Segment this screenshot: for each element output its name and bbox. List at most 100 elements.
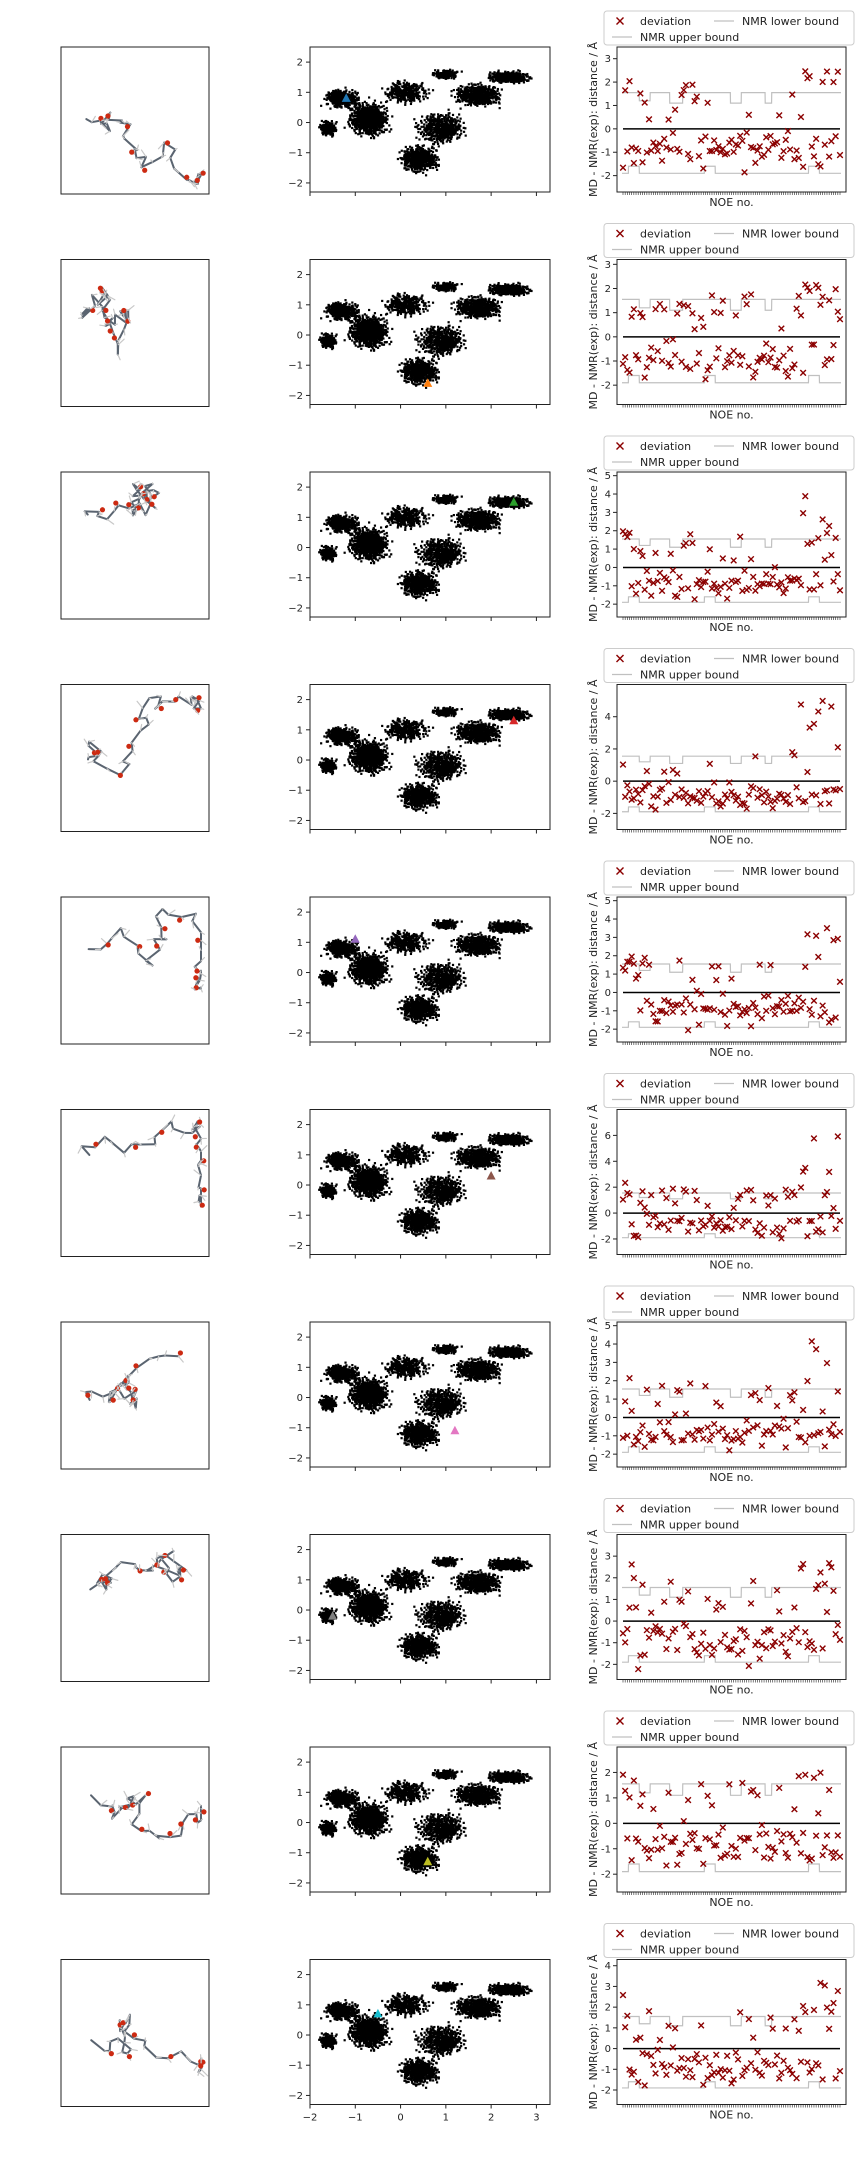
data-point [335,95,337,97]
data-point [377,119,379,121]
data-point [359,124,361,126]
data-point [358,108,360,110]
data-point [365,122,367,124]
data-point [378,115,380,117]
data-point [362,112,364,114]
data-point [370,137,372,139]
data-point [338,97,340,99]
data-point [375,117,377,119]
data-point [367,125,369,127]
data-point [344,127,346,129]
data-point [326,103,328,105]
data-point [357,133,359,135]
data-point [386,107,388,109]
data-point [363,122,365,124]
data-point [377,134,379,136]
data-point [362,132,364,134]
data-point [345,89,347,91]
data-point [358,97,360,99]
data-point [343,91,345,93]
data-point [339,103,341,105]
data-point [323,98,325,100]
oxygen-atom [165,140,170,145]
data-point [383,131,385,133]
data-point [366,117,368,119]
data-point [387,115,389,117]
data-point [331,98,333,100]
data-point [367,109,369,111]
data-point [332,95,334,97]
data-point [360,135,362,137]
data-point [361,114,363,116]
data-point [348,123,350,125]
oxygen-atom [195,178,200,183]
data-point [375,104,377,106]
data-point [373,121,375,123]
data-point [354,112,356,114]
data-point [385,129,387,131]
molecule-frame [61,47,209,194]
data-point [351,119,353,121]
data-point [358,120,360,122]
data-point [382,121,384,123]
data-point [366,130,368,132]
data-point [377,110,379,112]
data-point [375,133,377,135]
data-point [352,120,354,122]
data-point [364,124,366,126]
data-point [344,87,346,89]
data-point [339,94,341,96]
data-point [391,115,393,117]
data-point [352,96,354,98]
data-point [361,108,363,110]
data-point [362,106,364,108]
data-point [369,114,371,116]
data-point [372,104,374,106]
data-point [356,99,358,101]
data-point [370,112,372,114]
oxygen-atom [201,171,206,176]
data-point [368,96,370,98]
data-point [349,125,351,127]
data-point [348,91,350,93]
data-point [351,112,353,114]
data-point [353,129,355,131]
data-point [384,112,386,114]
data-point [372,123,374,125]
data-point [374,100,376,102]
data-point [332,91,334,93]
pca-scatter: −2−1012 [288,47,550,196]
oxygen-atom [142,168,147,173]
data-point [356,93,358,95]
data-point [352,116,354,118]
data-point [381,130,383,132]
data-point [386,110,388,112]
oxygen-atom [129,150,134,155]
data-point [356,102,358,104]
data-point [380,101,382,103]
data-point [375,129,377,131]
data-point [325,94,327,96]
hydrogen-bond [163,155,166,156]
data-point [339,106,341,108]
data-point [380,124,382,126]
data-point [351,127,353,129]
data-point [355,132,357,134]
data-point [390,128,392,130]
data-point [388,124,390,126]
data-point [359,130,361,132]
data-point [349,116,351,118]
oxygen-atom [184,175,189,180]
data-point [345,103,347,105]
data-point [335,89,337,91]
data-point [372,135,374,137]
data-point [376,108,378,110]
data-point [333,101,335,103]
data-point [352,94,354,96]
data-point [374,111,376,113]
data-point [334,105,336,107]
data-point [371,115,373,117]
data-point [369,119,371,121]
